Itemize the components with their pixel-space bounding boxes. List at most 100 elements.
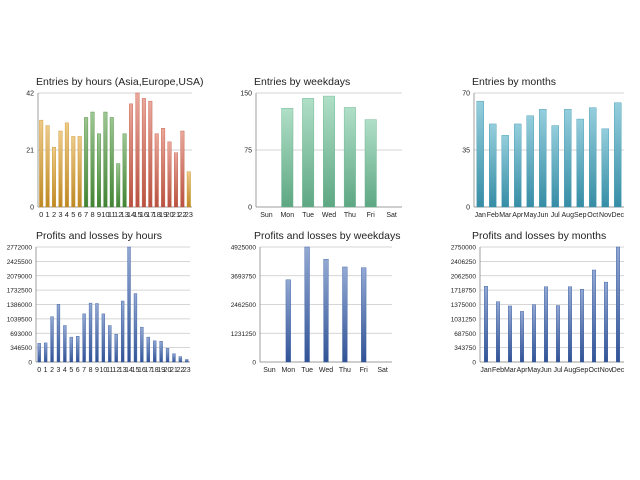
bar-May <box>531 304 536 363</box>
x-tick-label: 11 <box>106 367 113 374</box>
x-tick-label: Feb <box>492 367 504 374</box>
bar-1 <box>43 342 48 363</box>
y-tick-label: 1375000 <box>451 302 477 309</box>
x-tick-label: 20 <box>164 367 172 374</box>
bar-Dec <box>614 102 622 208</box>
bar-19 <box>159 341 163 363</box>
bar-16 <box>141 98 146 208</box>
x-tick-label: 4 <box>63 367 67 374</box>
x-tick-label: 13 <box>119 367 127 374</box>
x-tick-label: 23 <box>183 367 191 374</box>
x-tick-label: Wed <box>319 367 333 374</box>
y-tick-label: 687500 <box>454 331 476 338</box>
x-tick-label: Apr <box>517 367 529 374</box>
x-tick-label: 11 <box>108 210 116 219</box>
y-tick-label: 42 <box>26 91 34 98</box>
x-tick-label: May <box>527 367 541 374</box>
bar-22 <box>178 356 183 363</box>
x-tick-label: 0 <box>37 367 41 374</box>
x-tick-label: 6 <box>76 367 80 374</box>
entries-by-hours-panel: Entries by hours (Asia,Europe,USA) 0 21 42… <box>4 76 210 224</box>
x-tick-label: Oct <box>589 367 600 374</box>
bar-20 <box>167 141 172 208</box>
y-tick-label: 1039500 <box>7 316 33 323</box>
bar-11 <box>109 117 114 208</box>
chart-title: Entries by hours (Asia,Europe,USA) <box>36 76 204 88</box>
y-tick-label: 21 <box>26 148 34 155</box>
bar-17 <box>148 100 153 208</box>
x-tick-label: 7 <box>82 367 86 374</box>
y-tick-label: 75 <box>244 148 252 155</box>
y-tick-label: 346500 <box>10 345 32 352</box>
x-tick-label: 10 <box>101 210 109 219</box>
x-tick-label: Thu <box>339 367 351 374</box>
x-tick-label: 20 <box>165 210 173 219</box>
x-tick-label: Tue <box>302 212 314 219</box>
x-tick-label: 5 <box>69 367 73 374</box>
bar-Mar <box>501 135 509 208</box>
y-tick-label: 2079000 <box>7 273 33 280</box>
bar-0 <box>37 343 41 363</box>
x-tick-label: Mar <box>499 212 512 219</box>
entries-by-weekdays-panel: Entries by weekdays 0 75 150 Sun Mon Tue Wed Th… <box>222 76 412 224</box>
x-tick-label: 2 <box>52 210 56 219</box>
bar-5 <box>69 336 73 363</box>
bar-3 <box>58 130 63 208</box>
x-tick-label: Aug <box>564 367 577 374</box>
bar-9 <box>95 303 99 363</box>
x-tick-label: 2 <box>50 367 54 374</box>
bar-Aug <box>564 109 572 208</box>
bar-13 <box>122 133 127 208</box>
bar-23 <box>186 171 191 208</box>
chart-title: Profits and losses by weekdays <box>254 230 401 242</box>
x-tick-label: Jan <box>475 212 486 219</box>
bar-Jan <box>476 100 484 208</box>
bar-21 <box>172 353 176 363</box>
bar-Sep <box>579 289 584 363</box>
profits-losses-by-weekdays-chart: 0 1231250 2462500 3693750 4925000 Sun Mon Tue We… <box>231 245 392 374</box>
profits-losses-by-weekdays-panel: Profits and losses by weekdays 0 1231250 2… <box>214 230 412 380</box>
x-tick-label: Nov <box>600 367 613 374</box>
y-tick-label: 2425500 <box>7 259 33 266</box>
chart-title: Entries by months <box>472 76 557 88</box>
bar-14 <box>129 103 134 208</box>
bar-1 <box>45 125 50 208</box>
x-tick-label: Nov <box>599 212 612 219</box>
x-tick-label: 15 <box>133 210 141 219</box>
x-tick-label: Sat <box>377 367 388 374</box>
bar-20 <box>165 348 170 363</box>
x-tick-label: 8 <box>89 367 93 374</box>
y-tick-label: 343750 <box>454 345 476 352</box>
bar-4 <box>64 122 69 208</box>
bar-Mon <box>281 108 294 208</box>
bar-2 <box>52 147 57 208</box>
y-tick-label: 1031250 <box>451 316 477 323</box>
bar-12 <box>116 163 121 208</box>
y-tick-label: 2750000 <box>451 245 477 252</box>
bar-Fri <box>361 267 367 363</box>
bar-Nov <box>601 128 609 208</box>
x-tick-label: 16 <box>140 210 148 219</box>
profits-losses-by-hours-panel: Profits and losses by hours 0 346500 69300… <box>0 230 210 380</box>
bar-Nov <box>603 281 608 363</box>
bar-Jul <box>555 305 560 363</box>
x-tick-label: 14 <box>125 367 133 374</box>
y-tick-label: 150 <box>240 91 252 98</box>
x-tick-label: Sun <box>263 367 276 374</box>
x-tick-label: 13 <box>120 210 128 219</box>
x-tick-label: Apr <box>512 212 524 219</box>
bar-Oct <box>591 269 596 363</box>
y-tick-label: 693000 <box>10 331 32 338</box>
x-tick-label: Sat <box>386 212 397 219</box>
x-tick-label: May <box>524 212 538 219</box>
x-tick-label: Dec <box>612 367 625 374</box>
bar-7 <box>84 117 89 208</box>
y-tick-label: 0 <box>252 360 256 367</box>
bar-22 <box>180 130 185 208</box>
x-tick-label: Fri <box>360 367 369 374</box>
bar-Apr <box>519 311 524 363</box>
x-tick-label: Jun <box>537 212 548 219</box>
profits-losses-by-months-panel: Profits and losses by months 0 343750 6875… <box>432 230 636 380</box>
x-tick-label: Mar <box>504 367 517 374</box>
